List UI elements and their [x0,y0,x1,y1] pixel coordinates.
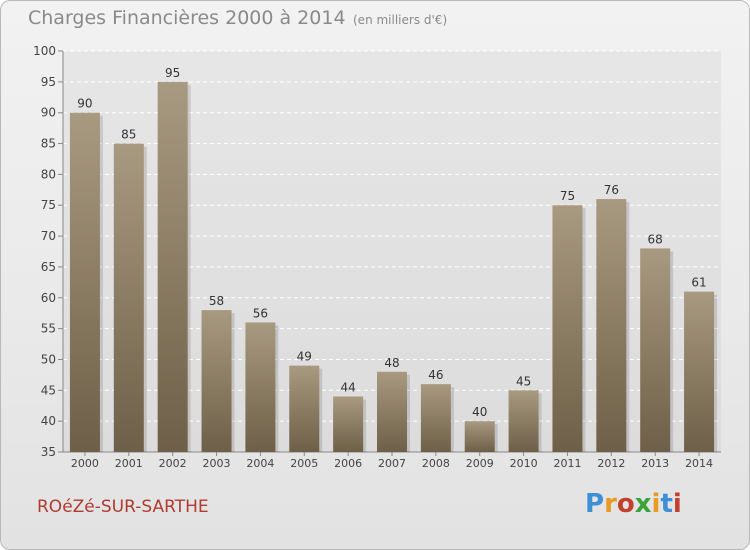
bar [333,396,364,452]
y-tick-label: 85 [41,137,56,151]
data-label: 76 [604,183,619,197]
location-name: ROéZé-SUR-SARTHE [37,497,209,517]
bar [640,248,671,452]
logo-letter: i [672,489,682,519]
logo-letter: r [604,489,617,519]
data-label: 58 [209,294,224,308]
bar [113,143,144,453]
y-tick-label: 50 [41,352,56,366]
x-tick-label: 2011 [553,457,581,470]
x-tick-label: 2008 [422,457,450,470]
logo-letter: x [634,489,652,519]
y-tick-label: 65 [41,260,56,274]
x-tick-label: 2012 [597,457,625,470]
x-tick-label: 2002 [159,457,187,470]
y-tick-label: 40 [41,414,56,428]
x-tick-label: 2006 [334,457,362,470]
x-tick-label: 2005 [290,457,318,470]
data-label: 49 [297,350,312,364]
data-label: 48 [384,356,399,370]
y-tick-label: 90 [41,106,56,120]
y-tick-label: 35 [41,445,56,459]
y-tick-label: 55 [41,322,56,336]
proxiti-logo[interactable]: Proxiti [585,489,682,519]
x-tick-label: 2014 [685,457,713,470]
y-tick-label: 70 [41,229,56,243]
y-tick-label: 45 [41,383,56,397]
x-tick-label: 2009 [466,457,494,470]
data-label: 61 [691,276,706,290]
y-tick-label: 95 [41,75,56,89]
y-tick-label: 100 [33,44,56,58]
bar [508,390,539,452]
x-tick-label: 2013 [641,457,669,470]
data-label: 44 [340,380,355,394]
bar [69,112,100,452]
logo-letter: i [651,489,661,519]
bar [464,421,495,452]
x-tick-label: 2003 [203,457,231,470]
data-label: 45 [516,374,531,388]
data-label: 46 [428,368,443,382]
bar [420,384,451,452]
bar [684,291,715,452]
x-tick-label: 2004 [246,457,274,470]
data-label: 56 [253,306,268,320]
y-tick-label: 80 [41,167,56,181]
chart-unit: (en milliers d'€) [353,13,448,27]
logo-letter: P [585,489,605,519]
bar [377,371,407,452]
bar [289,365,320,452]
bar [245,322,276,452]
logo-letter: t [660,489,673,519]
x-tick-label: 2001 [115,457,143,470]
bar [552,205,583,452]
data-label: 40 [472,405,487,419]
x-tick-label: 2007 [378,457,406,470]
data-label: 95 [165,66,180,80]
bar [157,81,188,452]
data-label: 68 [648,232,663,246]
x-tick-label: 2010 [510,457,538,470]
logo-letter: o [616,489,635,519]
data-label: 90 [77,97,92,111]
data-label: 75 [560,189,575,203]
x-tick-label: 2000 [71,457,99,470]
y-tick-label: 60 [41,291,56,305]
data-label: 85 [121,128,136,142]
y-tick-label: 75 [41,198,56,212]
bar [201,310,232,452]
bar [596,199,627,452]
chart-title: Charges Financières 2000 à 2014 [28,7,346,29]
